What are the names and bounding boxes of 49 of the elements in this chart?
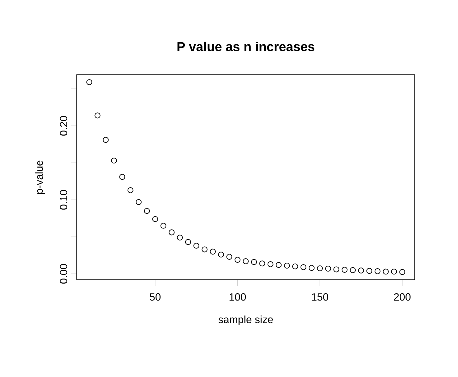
point bbox=[120, 174, 126, 180]
x-tick-label: 50 bbox=[150, 294, 161, 301]
point bbox=[268, 262, 274, 268]
point bbox=[342, 267, 348, 273]
point bbox=[202, 246, 208, 253]
point bbox=[260, 260, 266, 267]
point bbox=[144, 208, 150, 214]
x-tick-label: 150 bbox=[312, 294, 328, 301]
point bbox=[210, 248, 216, 255]
y-tick-label: 0.20 bbox=[60, 116, 68, 136]
point bbox=[383, 268, 389, 275]
point bbox=[317, 266, 324, 272]
point bbox=[366, 268, 372, 274]
point bbox=[350, 267, 356, 274]
point bbox=[128, 188, 134, 194]
point bbox=[251, 259, 258, 266]
point bbox=[226, 254, 232, 260]
x-tick-label: 100 bbox=[230, 294, 246, 301]
point bbox=[136, 199, 142, 206]
point bbox=[94, 112, 101, 119]
point bbox=[160, 223, 167, 229]
point bbox=[284, 262, 290, 269]
chart-title: P value as n increases bbox=[178, 42, 315, 52]
point bbox=[111, 158, 118, 164]
x-axis-title: sample size bbox=[218, 316, 274, 326]
point bbox=[86, 79, 92, 86]
point bbox=[292, 264, 298, 270]
point bbox=[325, 266, 332, 272]
point bbox=[308, 265, 315, 272]
y-axis-title: p-value bbox=[35, 160, 46, 194]
point bbox=[358, 268, 364, 274]
point bbox=[218, 252, 224, 258]
point bbox=[243, 258, 249, 264]
point bbox=[300, 264, 307, 270]
point bbox=[194, 243, 200, 249]
point bbox=[168, 230, 175, 236]
point bbox=[374, 268, 381, 274]
point bbox=[103, 137, 109, 144]
x-tick-label: 200 bbox=[394, 294, 411, 301]
point bbox=[391, 268, 398, 275]
y-tick-label: 0.00 bbox=[60, 264, 68, 284]
point bbox=[400, 269, 406, 276]
point bbox=[152, 216, 158, 222]
point bbox=[276, 262, 282, 268]
point bbox=[334, 266, 340, 273]
y-tick-label: 0.10 bbox=[60, 190, 68, 210]
point bbox=[234, 257, 241, 263]
point bbox=[185, 239, 192, 246]
point bbox=[177, 234, 184, 241]
